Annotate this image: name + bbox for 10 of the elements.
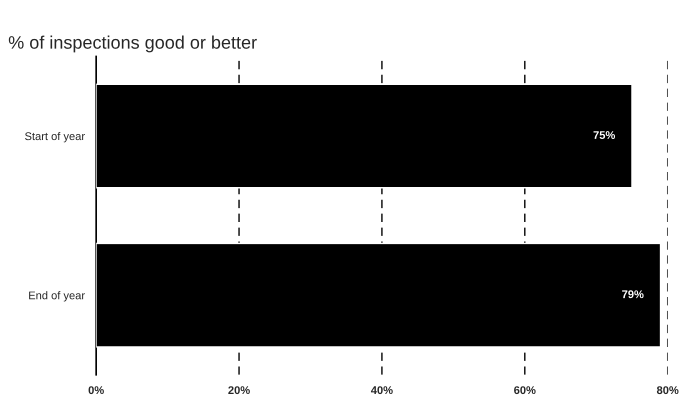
x-tick-label: 20% <box>228 386 250 394</box>
data-label: 75% <box>594 131 616 139</box>
y-tick-label: Start of year <box>25 132 85 142</box>
x-tick-label: 40% <box>370 386 393 394</box>
chart-title: % of inspections good or better <box>8 36 257 52</box>
x-tick-label: 0% <box>88 386 104 394</box>
y-tick-label: End of year <box>29 291 85 302</box>
x-tick-label: 80% <box>656 386 679 394</box>
data-label: 79% <box>622 290 644 298</box>
x-tick-label: 60% <box>514 386 536 394</box>
